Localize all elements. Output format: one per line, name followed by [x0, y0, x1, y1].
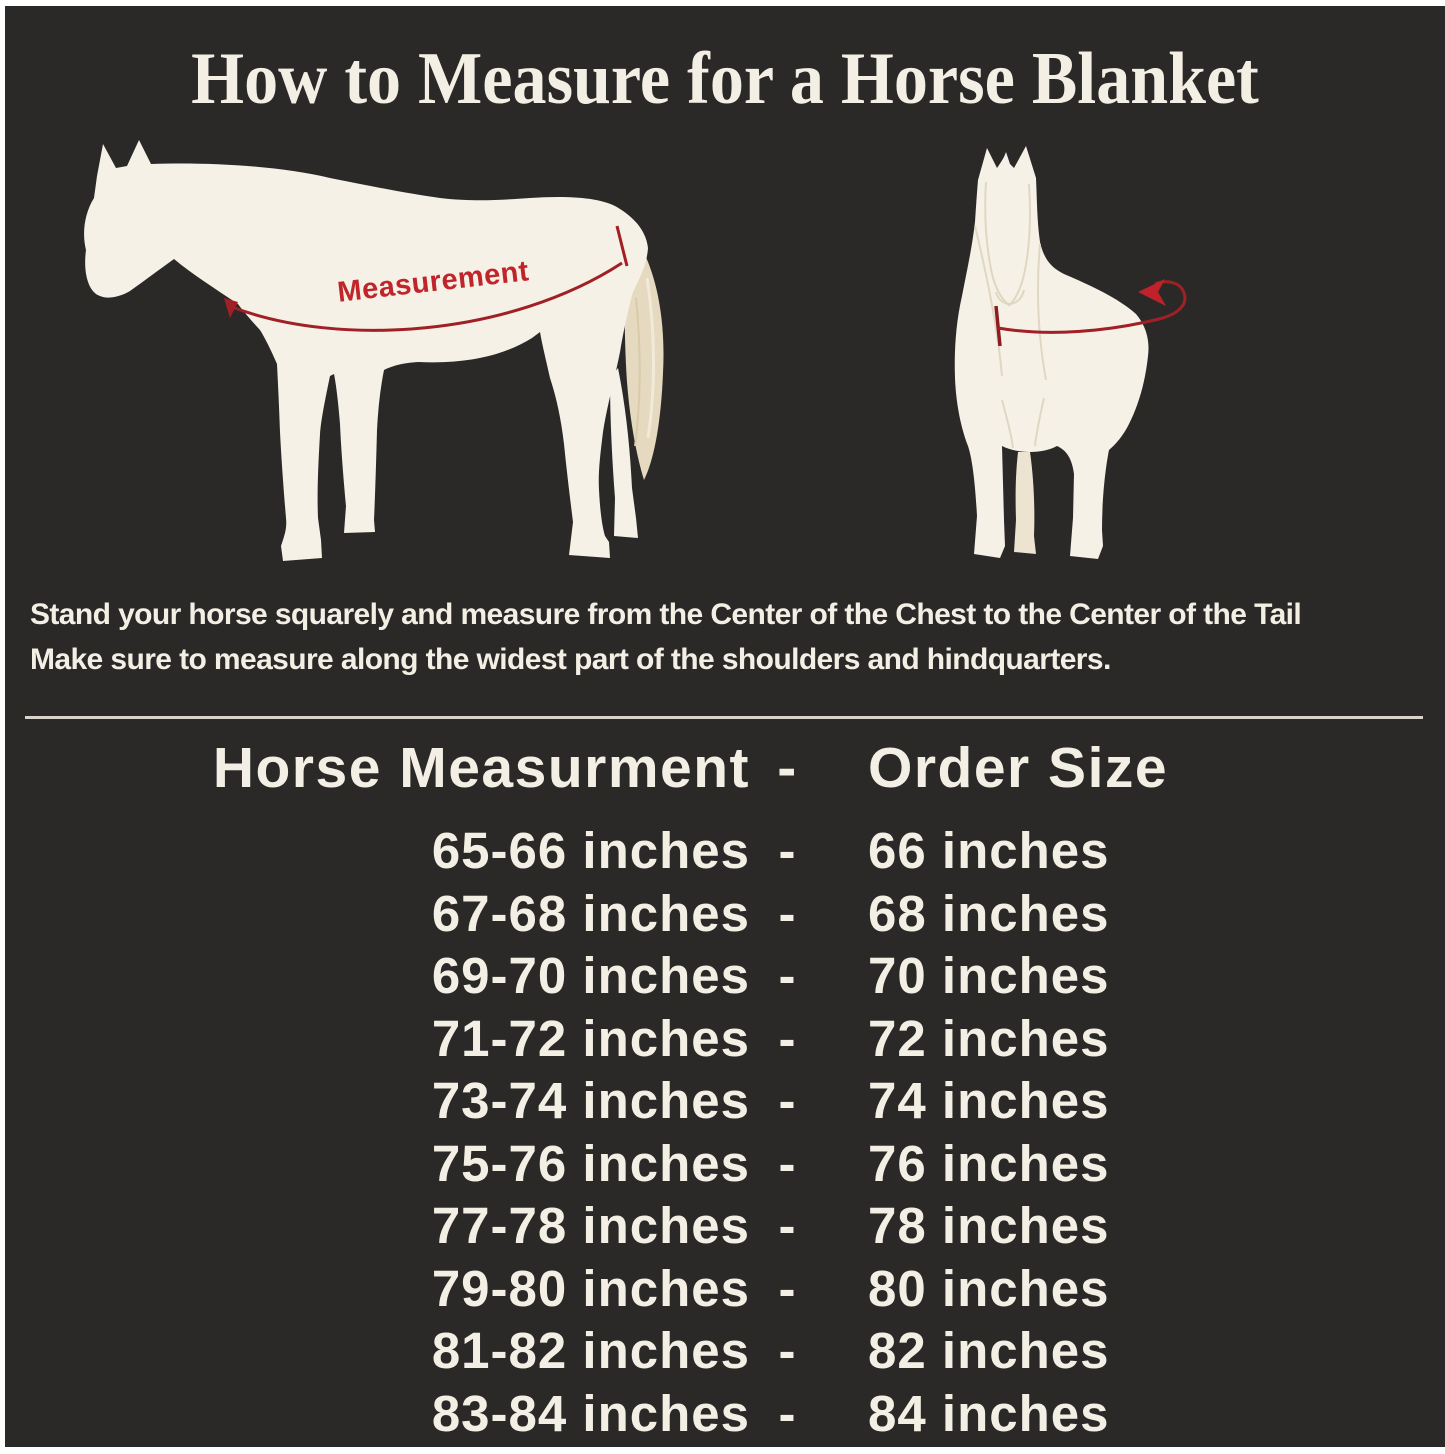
measurement-end-tick: [615, 225, 629, 267]
row-separator: -: [778, 947, 797, 1004]
instruction-line-1: Stand your horse squarely and measure fr…: [30, 598, 1302, 631]
horse-measurement-value: 83-84 inches: [431, 1384, 750, 1442]
row-separator: -: [778, 1072, 797, 1129]
table-row: 83-84 inches - 84 inches: [5, 1383, 1445, 1446]
row-separator: -: [778, 822, 797, 879]
horse-measurement-value: 69-70 inches: [431, 947, 750, 1004]
instruction-line-2: Make sure to measure along the widest pa…: [30, 643, 1111, 676]
header-order-size: Order Size: [868, 736, 1169, 800]
table-row: 79-80 inches - 80 inches: [5, 1258, 1445, 1321]
horse-measurement-value: 71-72 inches: [431, 1009, 750, 1067]
header-horse-measurement: Horse Measurment: [212, 736, 750, 800]
side-view-horse-illustration: [84, 140, 664, 561]
table-row: 67-68 inches - 68 inches: [5, 883, 1445, 946]
measurement-line: [231, 261, 623, 332]
row-separator: -: [778, 1259, 797, 1317]
row-separator: -: [778, 1322, 797, 1379]
girth-chest-tick: [994, 305, 1002, 347]
order-size-value: 70 inches: [868, 947, 1110, 1004]
order-size-value: 66 inches: [868, 822, 1110, 879]
order-size-value: 76 inches: [868, 1134, 1110, 1192]
horse-body-front: [954, 146, 1149, 559]
order-size-value: 80 inches: [868, 1259, 1110, 1317]
dark-panel: How to Measure for a Horse Blanket Measu…: [5, 6, 1445, 1447]
order-size-value: 78 inches: [868, 1197, 1110, 1254]
row-separator: -: [778, 1009, 797, 1067]
table-row: 73-74 inches - 74 inches: [5, 1070, 1445, 1133]
divider-line: [25, 716, 1423, 719]
order-size-value: 82 inches: [868, 1322, 1110, 1379]
row-separator: -: [778, 1134, 797, 1192]
instruction-text: Stand your horse squarely and measure fr…: [30, 592, 1430, 682]
horse-measurement-value: 77-78 inches: [431, 1197, 750, 1254]
table-row: 81-82 inches - 82 inches: [5, 1320, 1445, 1383]
horse-center-leg: [1014, 452, 1036, 554]
horse-measurement-value: 65-66 inches: [431, 822, 750, 879]
size-table: Horse Measurment - Order Size 65-66 inch…: [5, 734, 1445, 1445]
horse-measurement-value: 81-82 inches: [431, 1322, 750, 1379]
table-header-row: Horse Measurment - Order Size: [5, 734, 1445, 802]
row-separator: -: [778, 1197, 797, 1254]
measurement-start-marker: [224, 298, 238, 318]
table-row: 65-66 inches - 66 inches: [5, 820, 1445, 883]
order-size-value: 74 inches: [868, 1072, 1110, 1129]
page-title: How to Measure for a Horse Blanket: [191, 38, 1259, 120]
horse-face-detail: [974, 181, 1047, 449]
order-size-value: 72 inches: [868, 1009, 1110, 1067]
table-row: 69-70 inches - 70 inches: [5, 945, 1445, 1008]
table-row: 75-76 inches - 76 inches: [5, 1133, 1445, 1196]
horse-tail: [624, 234, 664, 480]
row-separator: -: [778, 1384, 797, 1442]
horse-measurement-value: 79-80 inches: [431, 1259, 750, 1317]
girth-line: [997, 317, 1160, 334]
measurement-arrow-icon: [1138, 279, 1166, 306]
girth-curl: [1154, 280, 1187, 321]
table-row: 77-78 inches - 78 inches: [5, 1195, 1445, 1258]
horse-body: [84, 140, 649, 561]
order-size-value: 84 inches: [868, 1384, 1110, 1442]
row-separator: -: [778, 884, 797, 942]
horse-measurement-value: 73-74 inches: [431, 1072, 750, 1129]
horse-measurement-value: 67-68 inches: [431, 884, 750, 942]
header-separator: -: [777, 736, 798, 800]
horse-measurement-value: 75-76 inches: [431, 1134, 750, 1192]
table-row: 71-72 inches - 72 inches: [5, 1008, 1445, 1071]
tail-shade: [634, 297, 641, 447]
tail-highlight: [645, 277, 656, 439]
horse-hind-leg-far: [610, 368, 638, 538]
table-body: 65-66 inches - 66 inches 67-68 inches - …: [5, 820, 1445, 1445]
order-size-value: 68 inches: [868, 884, 1110, 942]
front-view-horse-illustration: [954, 146, 1187, 559]
